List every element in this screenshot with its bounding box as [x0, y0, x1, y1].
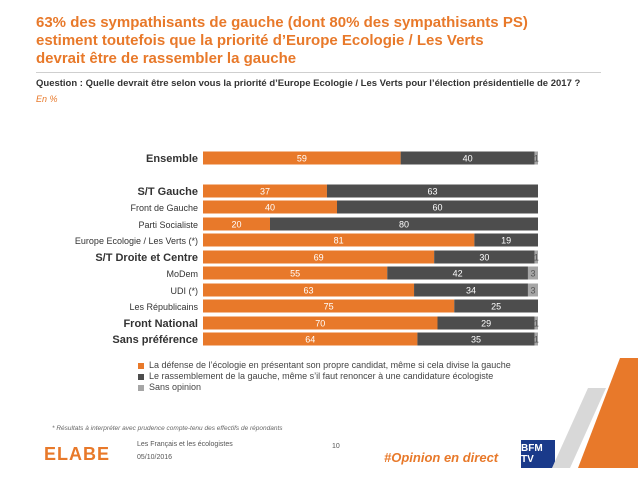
category-label-front-de-gauche: Front de Gauche	[130, 203, 198, 213]
chart-legend: La défense de l’écologie en présentant s…	[138, 360, 511, 393]
bar-parti-socialiste-series-0	[203, 217, 270, 231]
bar-value-modem-series-1: 42	[453, 269, 463, 279]
bar-ensemble-series-0	[203, 151, 401, 165]
bar-les-republicains-series-1	[454, 299, 538, 313]
bar-value-front-national-series-1: 29	[481, 319, 491, 329]
legend-item-rassemblement: Le rassemblement de la gauche, même s’il…	[138, 371, 511, 382]
bar-ensemble-series-2	[534, 151, 538, 165]
bar-value-ensemble-series-1: 40	[463, 154, 473, 164]
category-label-sans-preference: Sans préférence	[112, 334, 198, 346]
bar-ensemble-series-1	[400, 151, 535, 165]
category-label-front-national: Front National	[123, 318, 198, 330]
legend-swatch-sans-opinion	[138, 384, 144, 391]
bar-value-sans-preference-series-2: 1	[534, 335, 539, 345]
bar-udi-series-0	[203, 283, 415, 297]
category-label-s-t-gauche: S/T Gauche	[137, 186, 198, 198]
bar-value-ensemble-series-2: 1	[534, 154, 539, 164]
corner-shape-orange	[578, 358, 638, 468]
bar-front-de-gauche-series-0	[203, 200, 337, 214]
legend-label-defense: La défense de l’écologie en présentant s…	[149, 360, 511, 370]
legend-swatch-rassemblement	[138, 373, 144, 380]
corner-shape-grey	[552, 388, 606, 468]
bar-s-t-gauche-series-1	[326, 184, 538, 198]
bar-front-national-series-0	[203, 316, 438, 330]
page-title: 63% des sympathisants de gauche (dont 80…	[36, 14, 596, 68]
legend-label-sans-opinion: Sans opinion	[149, 382, 202, 392]
bar-value-front-de-gauche-series-1: 60	[432, 203, 442, 213]
bar-value-sans-preference-series-1: 35	[471, 335, 481, 345]
bar-udi-series-1	[414, 283, 528, 297]
bar-parti-socialiste-series-1	[270, 217, 538, 231]
study-name: Les Français et les écologistes	[137, 441, 233, 448]
page-number: 10	[332, 443, 340, 450]
bar-s-t-droite-et-centre-series-0	[203, 250, 435, 264]
legend-label-rassemblement: Le rassemblement de la gauche, même s’il…	[149, 371, 494, 381]
bar-value-udi-series-2: 3	[530, 286, 535, 296]
footnote: * Résultats à interpréter avec prudence …	[52, 425, 283, 432]
bar-value-s-t-droite-et-centre-series-1: 30	[479, 253, 489, 263]
bar-les-republicains-series-0	[203, 299, 455, 313]
bar-front-de-gauche-series-1	[337, 200, 538, 214]
title-divider	[36, 72, 601, 73]
title-line-1: 63% des sympathisants de gauche (dont 80…	[36, 14, 528, 31]
bar-value-front-national-series-2: 1	[534, 319, 539, 329]
hashtag: #Opinion en direct	[384, 450, 499, 465]
category-label-s-t-droite-et-centre: S/T Droite et Centre	[95, 252, 198, 264]
legend-item-defense: La défense de l’écologie en présentant s…	[138, 360, 511, 371]
unit-label: En %	[36, 94, 58, 104]
corner-logo-shape	[552, 358, 638, 468]
category-label-modem: MoDem	[166, 269, 198, 279]
bar-modem-series-0	[203, 266, 388, 280]
bar-value-sans-preference-series-0: 64	[305, 335, 315, 345]
bar-s-t-droite-et-centre-series-2	[534, 250, 538, 264]
bar-value-europe-ecologie-les-verts-series-0: 81	[334, 236, 344, 246]
bar-udi-series-2	[527, 283, 538, 297]
category-label-les-republicains: Les Républicains	[129, 302, 198, 312]
bfmtv-logo: BFM TV	[521, 440, 555, 468]
bar-sans-preference-series-2	[534, 332, 538, 346]
bar-modem-series-2	[527, 266, 538, 280]
title-line-3: devrait être de rassembler la gauche	[36, 50, 297, 67]
bar-value-parti-socialiste-series-0: 20	[231, 220, 241, 230]
bar-modem-series-1	[387, 266, 528, 280]
bar-value-s-t-gauche-series-0: 37	[260, 187, 270, 197]
bar-sans-preference-series-1	[417, 332, 535, 346]
legend-swatch-defense	[138, 362, 144, 369]
bar-europe-ecologie-les-verts-series-1	[474, 233, 538, 247]
bar-front-national-series-2	[534, 316, 538, 330]
bar-value-parti-socialiste-series-1: 80	[399, 220, 409, 230]
bar-value-europe-ecologie-les-verts-series-1: 19	[501, 236, 511, 246]
bar-value-les-republicains-series-0: 75	[324, 302, 334, 312]
legend-item-sans-opinion: Sans opinion	[138, 382, 511, 393]
bar-value-s-t-gauche-series-1: 63	[427, 187, 437, 197]
bar-value-les-republicains-series-1: 25	[491, 302, 501, 312]
elabe-logo: ELABE	[44, 444, 111, 464]
bar-value-udi-series-0: 63	[304, 286, 314, 296]
bar-europe-ecologie-les-verts-series-0	[203, 233, 475, 247]
bar-value-s-t-droite-et-centre-series-2: 1	[534, 253, 539, 263]
bar-value-s-t-droite-et-centre-series-0: 69	[314, 253, 324, 263]
bar-value-modem-series-0: 55	[290, 269, 300, 279]
question-text: Question : Quelle devrait être selon vou…	[36, 78, 581, 89]
bar-s-t-gauche-series-0	[203, 184, 327, 198]
bar-value-udi-series-1: 34	[466, 286, 476, 296]
title-line-2: estiment toutefois que la priorité d’Eur…	[36, 32, 484, 49]
category-label-europe-ecologie-les-verts: Europe Ecologie / Les Verts (*)	[75, 236, 198, 246]
study-date: 05/10/2016	[137, 454, 173, 461]
bar-front-national-series-1	[437, 316, 535, 330]
bar-value-ensemble-series-0: 59	[297, 154, 307, 164]
bar-s-t-droite-et-centre-series-1	[434, 250, 535, 264]
bar-value-front-national-series-0: 70	[315, 319, 325, 329]
bar-value-modem-series-2: 3	[530, 269, 535, 279]
bar-sans-preference-series-0	[203, 332, 418, 346]
category-label-ensemble: Ensemble	[146, 153, 198, 165]
bar-value-front-de-gauche-series-0: 40	[265, 203, 275, 213]
category-label-udi: UDI (*)	[171, 286, 199, 296]
category-label-parti-socialiste: Parti Socialiste	[138, 220, 198, 230]
